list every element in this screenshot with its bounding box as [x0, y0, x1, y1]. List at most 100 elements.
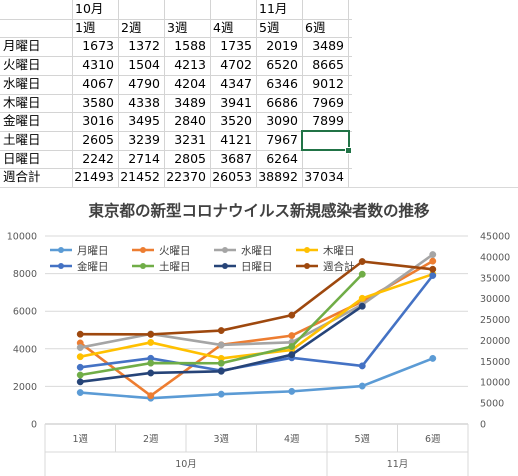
data-cell[interactable]: 1372	[128, 38, 160, 54]
data-cell[interactable]: 3687	[220, 150, 252, 166]
row-label[interactable]: 水曜日	[3, 75, 41, 91]
week-header[interactable]: 2週	[121, 19, 142, 35]
data-cell[interactable]: 3090	[266, 113, 298, 129]
week-header[interactable]: 5週	[259, 19, 280, 35]
data-cell[interactable]: 1673	[82, 38, 114, 54]
data-cell[interactable]: 3941	[220, 94, 252, 110]
data-cell[interactable]: 3489	[174, 94, 206, 110]
row-label[interactable]: 月曜日	[3, 38, 41, 54]
data-cell[interactable]: 4702	[220, 57, 252, 73]
data-cell[interactable]: 3580	[82, 94, 114, 110]
week-header[interactable]: 1週	[75, 19, 96, 35]
data-cell[interactable]: 4338	[128, 94, 160, 110]
data-cell[interactable]: 4121	[220, 131, 252, 147]
row-label[interactable]: 週合計	[3, 169, 41, 185]
data-cell[interactable]: 3231	[174, 131, 206, 147]
data-point[interactable]	[76, 363, 84, 371]
data-point[interactable]	[358, 294, 366, 302]
data-cell[interactable]: 3016	[82, 113, 114, 129]
data-cell[interactable]: 6686	[266, 94, 298, 110]
data-point[interactable]	[358, 270, 366, 278]
data-point[interactable]	[429, 265, 437, 273]
data-point[interactable]	[76, 353, 84, 361]
data-cell[interactable]: 4213	[174, 57, 206, 73]
series-line[interactable]	[78, 253, 435, 349]
data-cell[interactable]: 2019	[266, 38, 298, 54]
data-point[interactable]	[429, 257, 437, 265]
data-point[interactable]	[76, 344, 84, 351]
data-point[interactable]	[217, 359, 225, 367]
data-cell[interactable]: 7969	[312, 94, 344, 110]
data-cell[interactable]: 9012	[312, 75, 344, 91]
data-cell[interactable]: 3495	[128, 113, 160, 129]
data-cell[interactable]: 4347	[220, 75, 252, 91]
data-point[interactable]	[429, 251, 437, 259]
row-label[interactable]: 土曜日	[3, 131, 41, 147]
row-label[interactable]: 木曜日	[3, 94, 41, 110]
data-point[interactable]	[147, 359, 155, 367]
data-cell[interactable]: 4067	[82, 75, 114, 91]
data-cell[interactable]: 6264	[266, 150, 298, 166]
data-point[interactable]	[147, 369, 155, 377]
data-cell[interactable]: 2805	[174, 150, 206, 166]
selected-cell[interactable]	[301, 129, 350, 151]
month-header[interactable]: 11月	[259, 1, 288, 16]
data-cell[interactable]: 21493	[74, 169, 114, 185]
data-cell[interactable]: 4204	[174, 75, 206, 91]
data-cell[interactable]: 38892	[258, 169, 298, 185]
series-line[interactable]	[78, 260, 435, 336]
data-point[interactable]	[147, 392, 155, 400]
row-label[interactable]: 金曜日	[3, 113, 41, 129]
data-point[interactable]	[76, 378, 84, 386]
data-cell[interactable]: 21452	[120, 169, 160, 185]
data-cell[interactable]: 6520	[266, 57, 298, 73]
data-cell[interactable]: 22370	[166, 169, 206, 185]
data-point[interactable]	[288, 387, 296, 395]
data-cell[interactable]: 1735	[220, 38, 252, 54]
week-header[interactable]: 6週	[305, 19, 326, 35]
data-point[interactable]	[76, 330, 84, 338]
data-cell[interactable]: 2714	[128, 150, 160, 166]
data-cell[interactable]: 37034	[304, 169, 344, 185]
data-cell[interactable]: 6346	[266, 75, 298, 91]
data-point[interactable]	[358, 258, 366, 265]
data-cell[interactable]: 2242	[82, 150, 114, 166]
data-point[interactable]	[358, 382, 366, 390]
fill-handle[interactable]	[345, 146, 352, 154]
data-point[interactable]	[217, 390, 225, 398]
data-cell[interactable]: 1588	[174, 38, 206, 54]
data-point[interactable]	[147, 338, 155, 346]
data-point[interactable]	[217, 327, 225, 334]
data-point[interactable]	[217, 367, 225, 375]
data-point[interactable]	[288, 332, 296, 340]
data-cell[interactable]: 7967	[266, 131, 298, 147]
data-point[interactable]	[147, 330, 155, 338]
row-label[interactable]: 火曜日	[3, 57, 41, 73]
row-label[interactable]: 日曜日	[3, 150, 41, 166]
data-cell[interactable]: 4790	[128, 75, 160, 91]
data-point[interactable]	[76, 371, 84, 379]
data-point[interactable]	[358, 302, 366, 310]
data-cell[interactable]: 7899	[312, 113, 344, 129]
data-point[interactable]	[429, 272, 437, 279]
data-point[interactable]	[217, 341, 225, 349]
data-cell[interactable]: 2840	[174, 113, 206, 129]
data-cell[interactable]: 4310	[82, 57, 114, 73]
data-cell[interactable]: 3520	[220, 113, 252, 129]
series-line[interactable]	[78, 357, 435, 400]
data-point[interactable]	[429, 354, 437, 362]
data-cell[interactable]: 3239	[128, 131, 160, 147]
data-cell[interactable]: 26053	[212, 169, 252, 185]
data-point[interactable]	[76, 389, 84, 396]
data-cell[interactable]: 3489	[312, 38, 344, 54]
data-point[interactable]	[288, 311, 296, 319]
data-point[interactable]	[358, 362, 366, 370]
month-header[interactable]: 10月	[75, 1, 104, 16]
week-header[interactable]: 4週	[213, 19, 234, 35]
data-cell[interactable]: 8665	[312, 57, 344, 73]
data-cell[interactable]: 1504	[128, 57, 160, 73]
week-header[interactable]: 3週	[167, 19, 188, 35]
data-point[interactable]	[288, 343, 296, 350]
data-point[interactable]	[288, 351, 296, 359]
data-cell[interactable]: 2605	[82, 131, 114, 147]
